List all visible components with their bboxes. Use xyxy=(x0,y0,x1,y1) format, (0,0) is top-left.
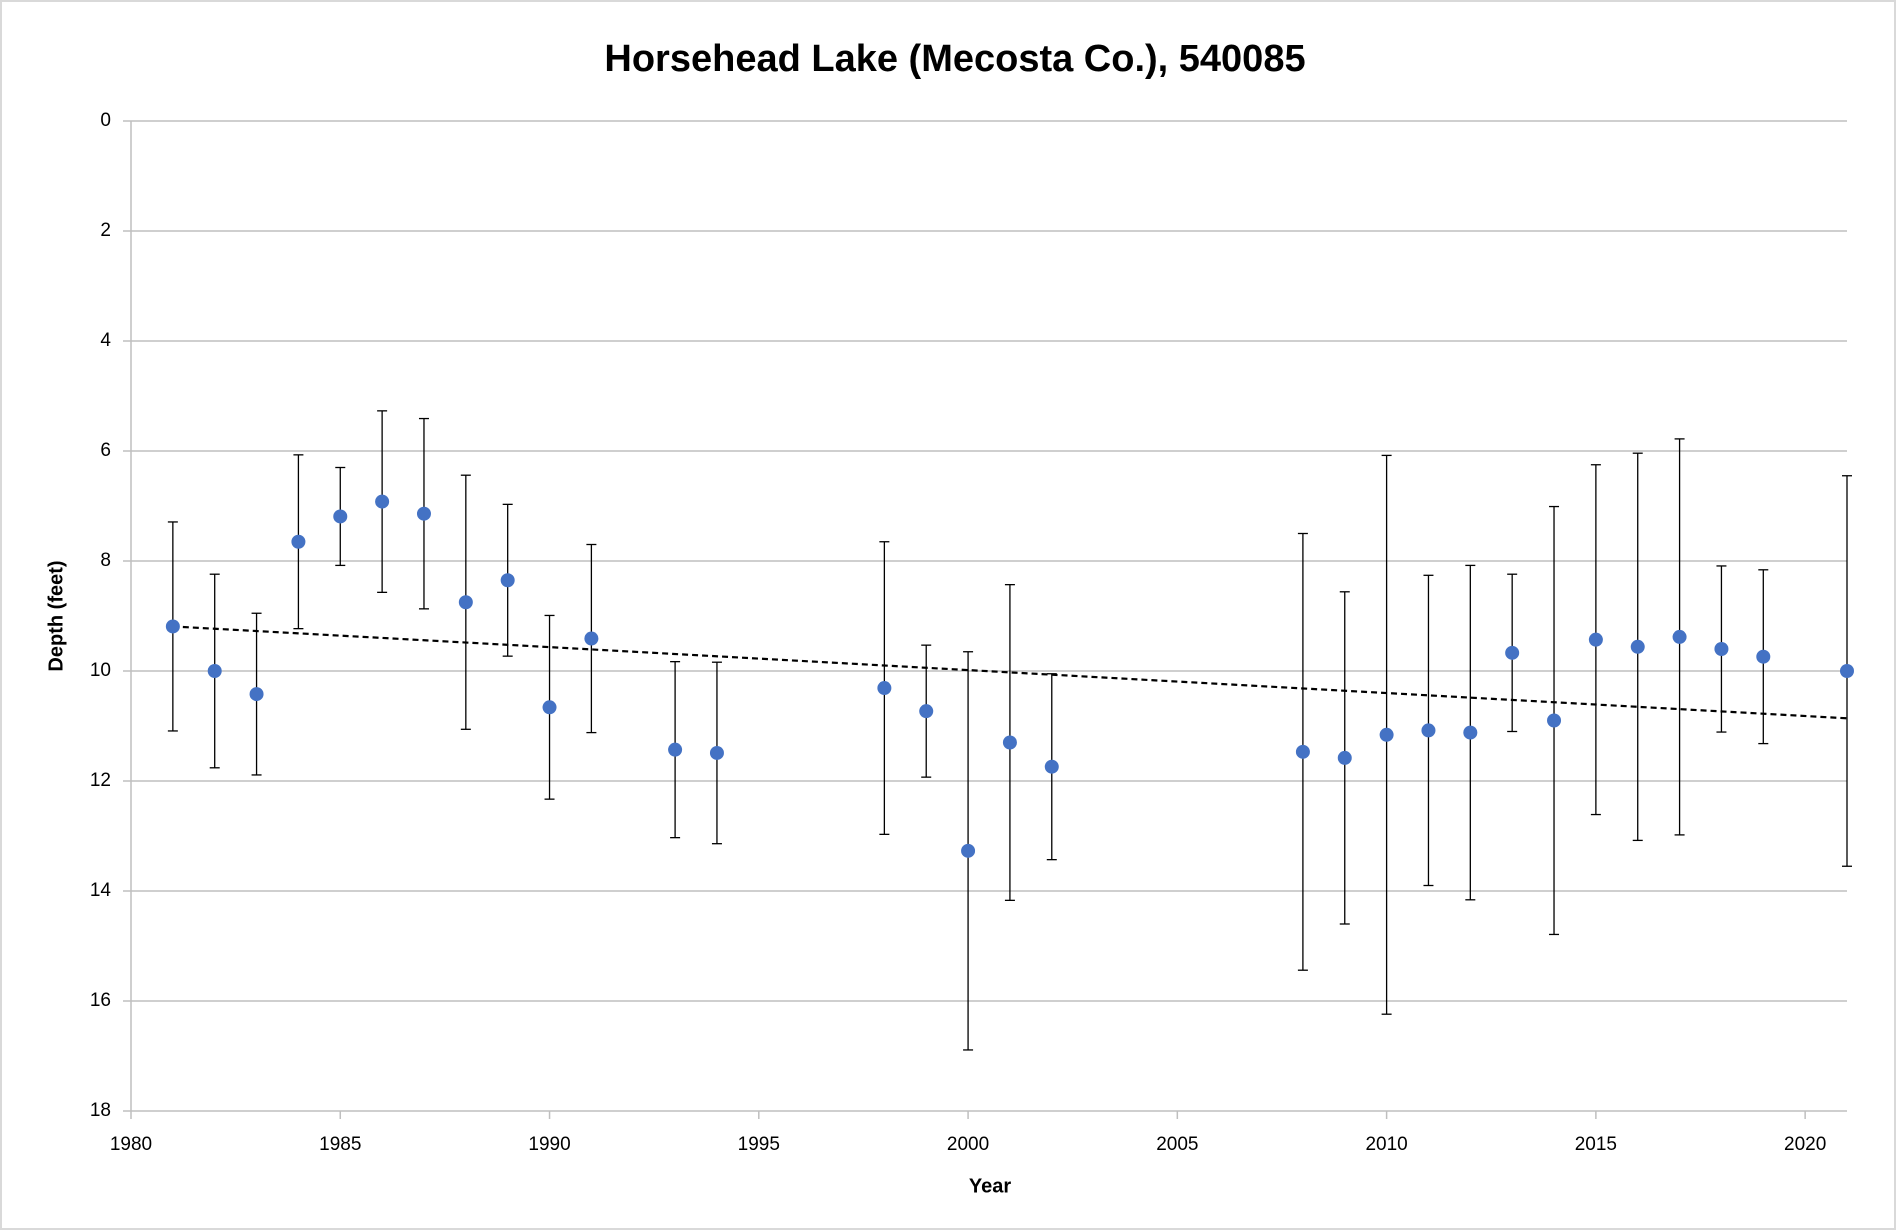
x-tick-label: 2010 xyxy=(1365,1134,1407,1155)
data-point xyxy=(1295,744,1310,759)
y-tick-label: 12 xyxy=(90,770,111,791)
y-tick-label: 2 xyxy=(100,220,111,241)
data-point xyxy=(1002,735,1017,750)
data-point xyxy=(291,534,306,549)
data-point xyxy=(584,631,599,646)
y-axis-label: Depth (feet) xyxy=(45,560,67,671)
data-point xyxy=(1714,642,1729,656)
data-point xyxy=(500,573,515,588)
data-point xyxy=(919,704,934,719)
y-tick-label: 6 xyxy=(100,440,111,461)
data-point xyxy=(668,742,683,757)
data-point xyxy=(1588,632,1603,647)
y-tick-label: 4 xyxy=(100,330,111,351)
x-tick-label: 2020 xyxy=(1784,1134,1826,1155)
x-tick-label: 1980 xyxy=(110,1134,152,1155)
data-point xyxy=(961,843,976,858)
data-point xyxy=(709,745,724,760)
y-tick-label: 16 xyxy=(90,990,111,1011)
y-tick-label: 10 xyxy=(90,660,111,681)
data-point xyxy=(1379,727,1394,742)
x-tick-label: 1990 xyxy=(528,1134,570,1155)
data-point xyxy=(1421,723,1436,738)
chart-title: Horsehead Lake (Mecosta Co.), 540085 xyxy=(604,38,1305,80)
y-tick-label: 8 xyxy=(100,550,111,571)
y-tick-label: 14 xyxy=(90,880,112,901)
y-tick-label: 18 xyxy=(90,1100,111,1121)
data-point xyxy=(416,506,431,521)
data-point xyxy=(165,619,180,634)
data-point xyxy=(1505,645,1520,660)
data-point xyxy=(333,509,348,524)
data-point xyxy=(542,700,557,715)
x-tick-label: 2015 xyxy=(1575,1134,1617,1155)
data-point xyxy=(1630,639,1645,654)
data-point xyxy=(1463,725,1478,740)
data-point xyxy=(1547,713,1562,728)
x-axis-label: Year xyxy=(969,1175,1011,1197)
x-tick-label: 2005 xyxy=(1156,1134,1198,1155)
data-point xyxy=(1044,759,1059,774)
data-point xyxy=(375,494,390,509)
data-point xyxy=(1672,629,1687,644)
data-point xyxy=(458,595,473,610)
data-point xyxy=(877,681,892,696)
data-point xyxy=(1337,750,1352,765)
x-tick-label: 1985 xyxy=(319,1134,361,1155)
y-tick-label: 0 xyxy=(100,110,111,131)
x-tick-label: 1995 xyxy=(738,1134,780,1155)
data-point xyxy=(1756,649,1771,664)
x-tick-label: 2000 xyxy=(947,1134,989,1155)
data-point xyxy=(1840,664,1854,678)
data-point xyxy=(207,664,222,678)
data-point xyxy=(249,687,264,702)
